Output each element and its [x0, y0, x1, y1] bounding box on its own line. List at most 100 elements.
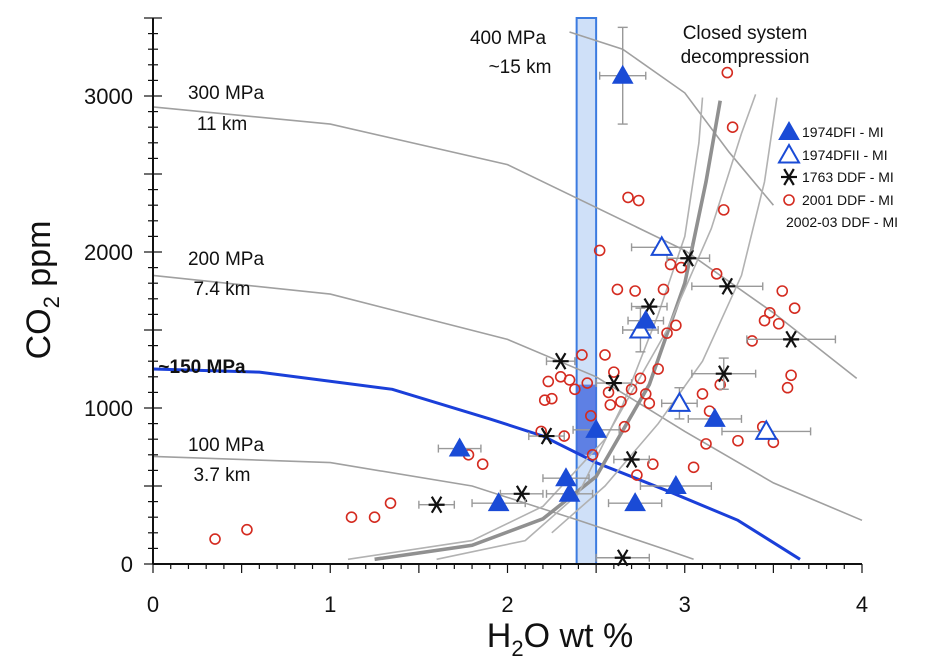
y-tick-label: 0: [121, 552, 133, 577]
data-point: [628, 317, 653, 339]
data-point: [345, 511, 358, 524]
x-tick-label: 1: [324, 592, 336, 617]
data-point: [241, 523, 253, 536]
x-tick-label: 0: [147, 592, 159, 617]
data-point: [675, 261, 688, 274]
data-point: [581, 377, 594, 389]
data-point: [538, 394, 551, 407]
data-point: [700, 438, 712, 450]
decompression-path-inner: [436, 97, 704, 561]
data-point: [632, 194, 645, 207]
data-point: [622, 191, 634, 204]
data-point: [641, 298, 658, 316]
data-point: [758, 314, 771, 327]
y-axis-title: CO2 ppm: [20, 221, 64, 360]
data-point: [631, 469, 643, 481]
asterisk-stroke: [540, 427, 553, 445]
legend-label: 1974DFI - MI: [802, 124, 884, 140]
data-point: [634, 372, 647, 385]
data-point: [476, 458, 489, 470]
data-point: [687, 461, 700, 474]
data-point: [657, 283, 670, 296]
data-point: [611, 283, 624, 296]
axes-layer: 0 1000 2000 3000 0 1 2 3 4 H2O wt % CO2 ppm: [20, 17, 868, 657]
data-point: [726, 121, 739, 133]
data-point: [772, 317, 785, 330]
x-axis-title: H2O wt %: [487, 617, 633, 657]
data-point: [593, 244, 606, 257]
data-point: [783, 330, 800, 348]
data-point: [788, 302, 801, 314]
decompression-path-right: [551, 97, 778, 534]
data-point: [661, 327, 673, 339]
curves-layer: [152, 31, 863, 562]
data-point: [732, 434, 744, 447]
data-point: [576, 349, 588, 361]
data-point: [634, 309, 657, 329]
isobar-p400: [569, 31, 775, 206]
data-point: [721, 66, 734, 79]
data-point: [680, 249, 697, 267]
asterisk-stroke: [783, 168, 795, 186]
isobar-label-p400-depth: ~15 km: [489, 57, 552, 78]
isobar-label-p300-depth: 11 km: [197, 114, 247, 135]
asterisk-stroke: [682, 249, 695, 267]
x-tick-label: 4: [856, 592, 868, 617]
isobar-label-p300: 300 MPa: [188, 83, 264, 104]
asterisk-stroke: [625, 450, 638, 469]
data-point: [428, 496, 445, 514]
labels-layer: 400 MPa ~15 km 300 MPa 11 km 200 MPa 7.4 km ~1…: [158, 23, 809, 486]
data-point: [599, 349, 611, 361]
data-point: [542, 375, 555, 388]
asterisk-stroke: [554, 352, 567, 370]
data-point: [670, 319, 682, 332]
data-point: [546, 392, 558, 405]
data-point: [746, 335, 758, 347]
data-point: [664, 258, 677, 271]
data-point: [629, 285, 641, 297]
data-point: [448, 437, 471, 457]
legend-label: 1974DFII - MI: [802, 147, 888, 163]
data-point: [615, 395, 627, 408]
data-point: [623, 450, 640, 469]
isobar-p300: [152, 106, 858, 380]
asterisk-stroke: [721, 277, 734, 295]
annotation-line1: Closed system: [683, 23, 808, 44]
isobar-label-p100: 100 MPa: [188, 435, 264, 456]
data-point: [585, 409, 597, 422]
asterisk-stroke: [785, 330, 797, 348]
legend: 1974DFI - MI 1974DFII - MI 1763 DDF - MI 20…: [777, 120, 898, 230]
asterisk-stroke: [608, 374, 620, 392]
data-point: [715, 365, 732, 383]
x-tick-label: 2: [501, 592, 513, 617]
data-point: [717, 204, 730, 216]
isobar-p200: [152, 274, 863, 522]
x-tick-label: 3: [679, 592, 691, 617]
data-point: [602, 386, 615, 399]
legend-label: 2001 DDF - MI: [802, 192, 894, 208]
isobar-label-p150: ~150 MPa: [158, 357, 246, 378]
data-point: [624, 492, 646, 512]
data-point: [614, 549, 631, 567]
data-point: [781, 168, 797, 186]
data-point: [754, 419, 779, 440]
y-tick-label: 3000: [84, 84, 133, 109]
data-point: [778, 120, 800, 140]
data-point: [513, 485, 530, 503]
annotation-line2: decompression: [681, 47, 810, 68]
data-point: [643, 397, 656, 410]
data-point: [781, 381, 794, 394]
data-point: [209, 533, 221, 545]
data-point: [704, 407, 726, 427]
data-point: [649, 235, 674, 256]
data-point: [605, 374, 622, 392]
data-point: [487, 492, 510, 512]
asterisk-stroke: [616, 549, 629, 567]
data-point: [777, 142, 801, 164]
data-point: [667, 391, 692, 412]
data-point: [368, 511, 381, 524]
data-point: [585, 418, 607, 438]
data-point: [384, 497, 397, 509]
y-tick-label: 2000: [84, 240, 133, 265]
